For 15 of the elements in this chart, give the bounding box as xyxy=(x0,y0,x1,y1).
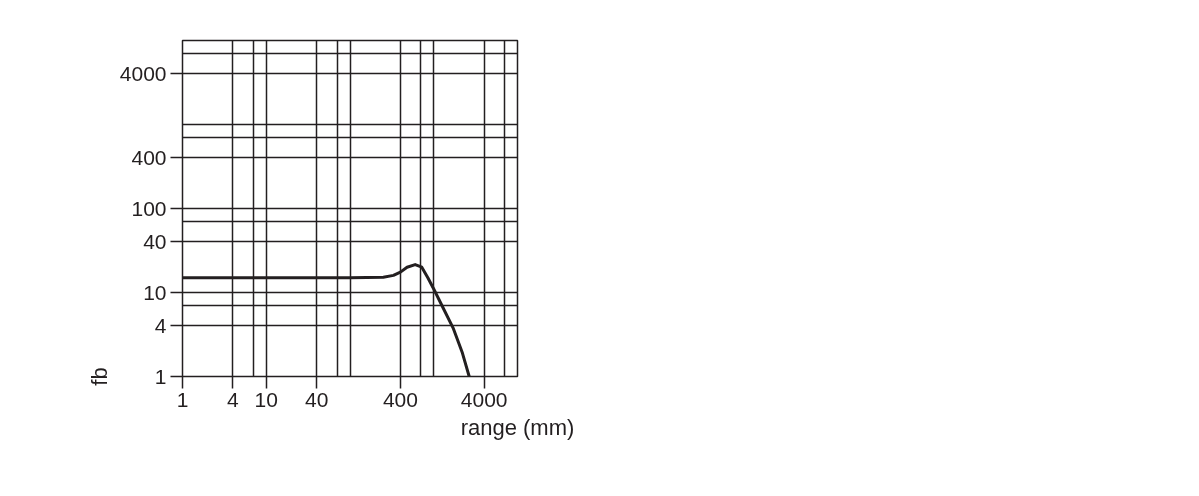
x-tick-label: 4 xyxy=(227,387,240,411)
y-tick-label: 1 xyxy=(154,364,167,388)
y-tick-label: 40 xyxy=(143,229,167,253)
x-tick-label: 40 xyxy=(304,387,329,411)
x-tick-label: 4000 xyxy=(460,387,508,411)
x-tick-label: 1 xyxy=(176,387,189,411)
x-tick-label: 400 xyxy=(382,387,418,411)
y-tick-label: 400 xyxy=(131,145,167,169)
y-tick-label: 4000 xyxy=(119,61,167,85)
y-tick-label: 4 xyxy=(154,313,167,337)
y-tick-label: 100 xyxy=(131,196,167,220)
x-tick-label: 10 xyxy=(254,387,278,411)
y-axis-title: fb xyxy=(86,367,112,386)
x-axis-title: range (mm) xyxy=(460,414,575,440)
y-tick-label: 10 xyxy=(143,280,167,304)
